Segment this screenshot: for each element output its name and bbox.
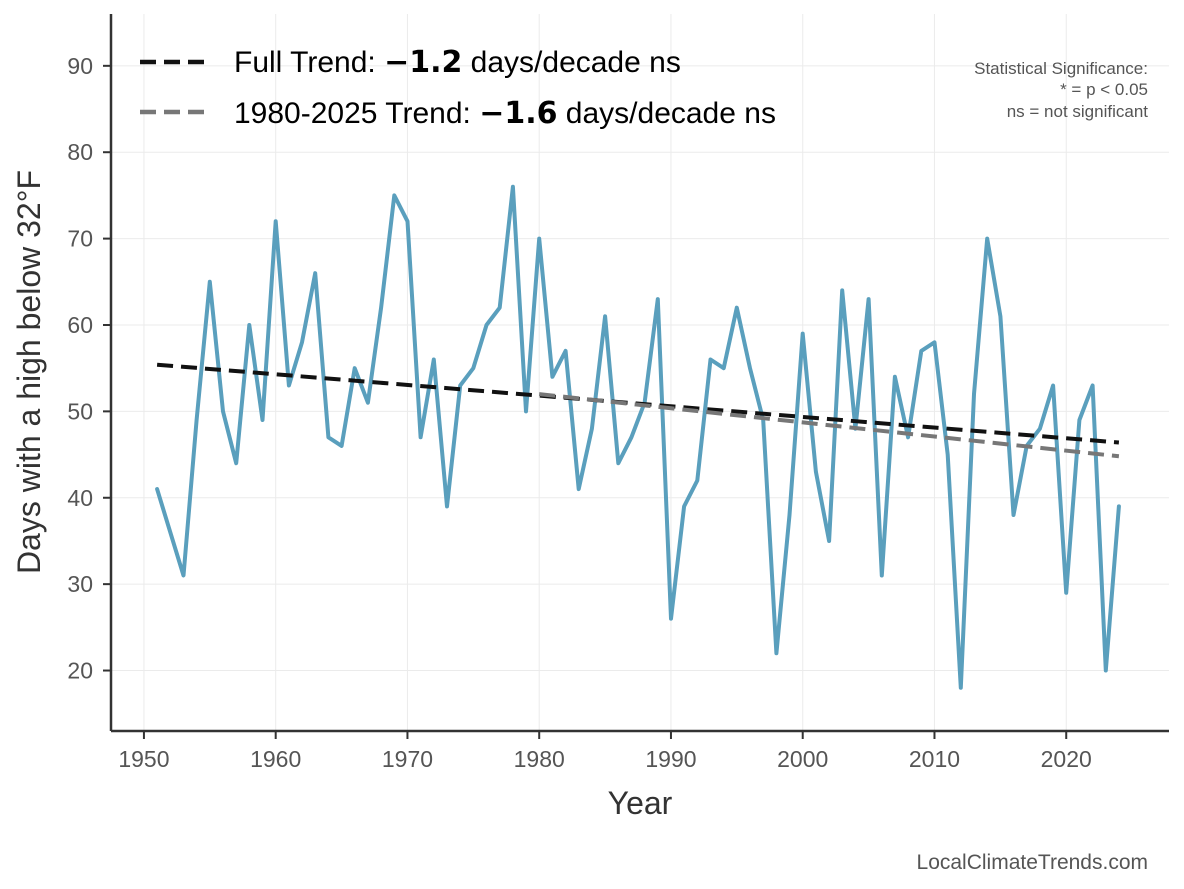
y-tick-label: 30 <box>67 571 93 597</box>
x-tick-label: 1970 <box>382 746 433 772</box>
legend-1980-trend-value: −1.6 <box>479 96 557 131</box>
significance-title: Statistical Significance: <box>974 59 1148 78</box>
axes <box>109 14 1169 733</box>
legend-label-full-trend: Full Trend: −1.2 days/decade ns <box>234 45 681 80</box>
y-tick-label: 90 <box>67 53 93 79</box>
y-axis-title: Days with a high below 32°F <box>11 170 47 574</box>
y-tick-label: 50 <box>67 398 93 424</box>
x-tick-label: 1960 <box>250 746 301 772</box>
legend-full-trend-suffix: days/decade ns <box>462 46 680 79</box>
y-tick-label: 40 <box>67 485 93 511</box>
significance-p-value: * = p < 0.05 <box>1060 80 1148 99</box>
x-tick-label: 2000 <box>777 746 828 772</box>
x-tick-label: 2020 <box>1041 746 1092 772</box>
legend: Full Trend: −1.2 days/decade ns 1980-202… <box>140 45 776 131</box>
legend-1980-trend-prefix: 1980-2025 Trend: <box>234 97 479 130</box>
ticks: 1950 1960 1970 1980 1990 2000 2010 202020304050… <box>67 53 1091 772</box>
x-tick-label: 1980 <box>514 746 565 772</box>
x-tick-label: 1950 <box>118 746 169 772</box>
legend-label-1980-trend: 1980-2025 Trend: −1.6 days/decade ns <box>234 96 776 131</box>
y-tick-label: 70 <box>67 226 93 252</box>
y-tick-label: 60 <box>67 312 93 338</box>
trend-1980-line <box>538 392 1120 459</box>
x-tick-label: 2010 <box>909 746 960 772</box>
series <box>155 184 1121 690</box>
y-tick-label: 20 <box>67 658 93 684</box>
x-axis-title: Year <box>608 785 673 821</box>
legend-full-trend-value: −1.2 <box>384 45 462 80</box>
gridlines <box>111 14 1169 731</box>
legend-full-trend-prefix: Full Trend: <box>234 46 384 79</box>
y-tick-label: 80 <box>67 139 93 165</box>
legend-1980-trend-suffix: days/decade ns <box>557 97 775 130</box>
credit-text: LocalClimateTrends.com <box>917 851 1148 874</box>
significance-note: Statistical Significance: * = p < 0.05 n… <box>974 59 1148 121</box>
data-series-line <box>155 184 1121 690</box>
significance-ns: ns = not significant <box>1007 102 1149 121</box>
x-tick-label: 1990 <box>645 746 696 772</box>
